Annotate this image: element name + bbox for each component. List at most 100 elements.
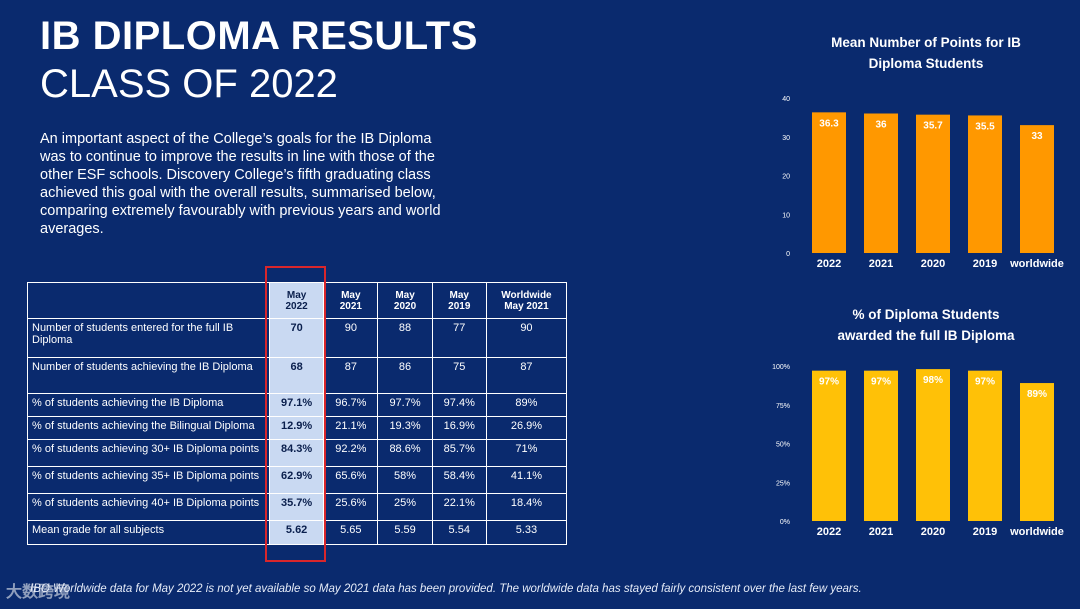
header-line2: 2019 [448,300,471,312]
cell-2022: 35.7% [268,493,325,521]
intro-paragraph: An important aspect of the College’s goa… [40,131,441,237]
y-tick-label: 20 [782,174,790,181]
cell: 86 [377,357,433,394]
header-worldwide: Worldwide May 2021 [485,282,568,319]
cell-2022: 68 [268,357,325,394]
y-tick-label: 100% [772,364,790,371]
cell: 87 [323,357,379,394]
table-row: % of students achieving 30+ IB Diploma p… [27,439,568,467]
header-may-2022: May 2022 [268,282,325,319]
chart-mean-points: 0 10 20 30 40 36.3 2022 36 2021 35.7 2020 35.5 2019 3… [782,96,1064,270]
header-line1: May [286,289,307,301]
bar-worldwide [1020,125,1054,253]
watermark-logo: 大数跨境 [6,584,71,601]
data-label: 36.3 [819,118,839,129]
cell: 96.7% [323,393,379,417]
header-empty-cell [27,282,270,319]
y-tick-label: 25% [776,480,790,487]
cell: 87 [485,357,568,394]
header-line1: May [395,289,415,301]
header-line1: May [341,289,361,301]
cell: 97.7% [377,393,433,417]
cell: 25.6% [323,493,379,521]
header-line2: May 2021 [504,300,549,312]
row-label: % of students achieving the IB Diploma [27,393,270,417]
header-line1: May [449,289,469,301]
header-line2: 2021 [339,300,362,312]
cell: 26.9% [485,416,568,440]
data-label: 35.7 [923,121,943,132]
table-row: % of students achieving the Bilingual Di… [27,416,568,440]
chart1-title: Mean Number of Points for IB Diploma Stu… [796,32,1056,74]
bar-2022 [812,112,846,254]
cell: 92.2% [323,439,379,467]
y-tick-label: 10 [782,212,790,219]
cell: 75 [431,357,487,394]
page-subtitle: CLASS OF 2022 [40,62,338,106]
header-may-2020: May 2020 [377,282,433,319]
bar-2021 [864,370,898,521]
header-line2: 2020 [393,300,417,312]
x-tick-label: 2020 [921,258,945,270]
bar-worldwide [1020,383,1054,521]
header-may-2019: May 2019 [431,282,487,319]
x-tick-label: 2019 [973,526,997,538]
chart2-title: % of Diploma Students awarded the full I… [796,304,1056,346]
table-row: % of students achieving the IB Diploma 9… [27,393,568,417]
cell: 90 [323,318,379,358]
row-label: % of students achieving the Bilingual Di… [27,416,270,440]
y-tick-label: 40 [782,96,790,103]
cell-2022: 97.1% [268,393,325,417]
row-label: Number of students achieving the IB Dipl… [27,357,270,394]
cell: 58% [377,466,433,494]
table-row: % of students achieving 40+ IB Diploma p… [27,493,568,521]
x-tick-label: 2021 [869,258,893,270]
data-label: 98% [923,375,943,386]
bar-2022 [812,370,846,521]
x-tick-label: 2019 [973,258,997,270]
data-label: 97% [819,377,839,388]
chart1-title-line2: Diploma Students [868,56,984,71]
row-label: Number of students entered for the full … [27,318,270,358]
cell: 41.1% [485,466,568,494]
cell: 65.6% [323,466,379,494]
bar-2019 [968,370,1002,521]
cell-2022: 5.62 [268,520,325,545]
cell: 18.4% [485,493,568,521]
cell: 5.33 [485,520,568,545]
cell-2022: 62.9% [268,466,325,494]
y-tick-label: 50% [776,442,790,449]
cell: 19.3% [377,416,433,440]
row-label: % of students achieving 30+ IB Diploma p… [27,439,270,467]
row-label: % of students achieving 35+ IB Diploma p… [27,466,270,494]
cell: 22.1% [431,493,487,521]
page-title: IB DIPLOMA RESULTS [40,14,478,58]
table-row: Number of students entered for the full … [27,318,568,358]
data-label: 35.5 [975,121,995,132]
bar-2020 [916,369,950,521]
cell: 97.4% [431,393,487,417]
cell: 90 [485,318,568,358]
footnote: IBO Worldwide data for May 2022 is not y… [30,583,862,595]
y-tick-label: 30 [782,135,790,142]
row-label: % of students achieving 40+ IB Diploma p… [27,493,270,521]
highlight-frame-2022 [265,266,326,562]
cell-2022: 84.3% [268,439,325,467]
results-table: May 2022 May 2021 May 2020 May 2019 Worldwid… [27,282,568,545]
chart2-title-line2: awarded the full IB Diploma [837,328,1015,343]
table-row: % of students achieving 35+ IB Diploma p… [27,466,568,494]
cell: 89% [485,393,568,417]
row-label: Mean grade for all subjects [27,520,270,545]
y-tick-label: 0 [786,251,790,258]
cell: 71% [485,439,568,467]
bar-2019 [968,115,1002,253]
cell: 5.54 [431,520,487,545]
header-line1: Worldwide [501,289,552,301]
cell: 21.1% [323,416,379,440]
data-label: 89% [1027,389,1047,400]
x-tick-label: 2020 [921,526,945,538]
x-tick-label: worldwide [1009,526,1064,538]
header-line2: 2022 [285,300,308,312]
cell: 88.6% [377,439,433,467]
cell: 16.9% [431,416,487,440]
